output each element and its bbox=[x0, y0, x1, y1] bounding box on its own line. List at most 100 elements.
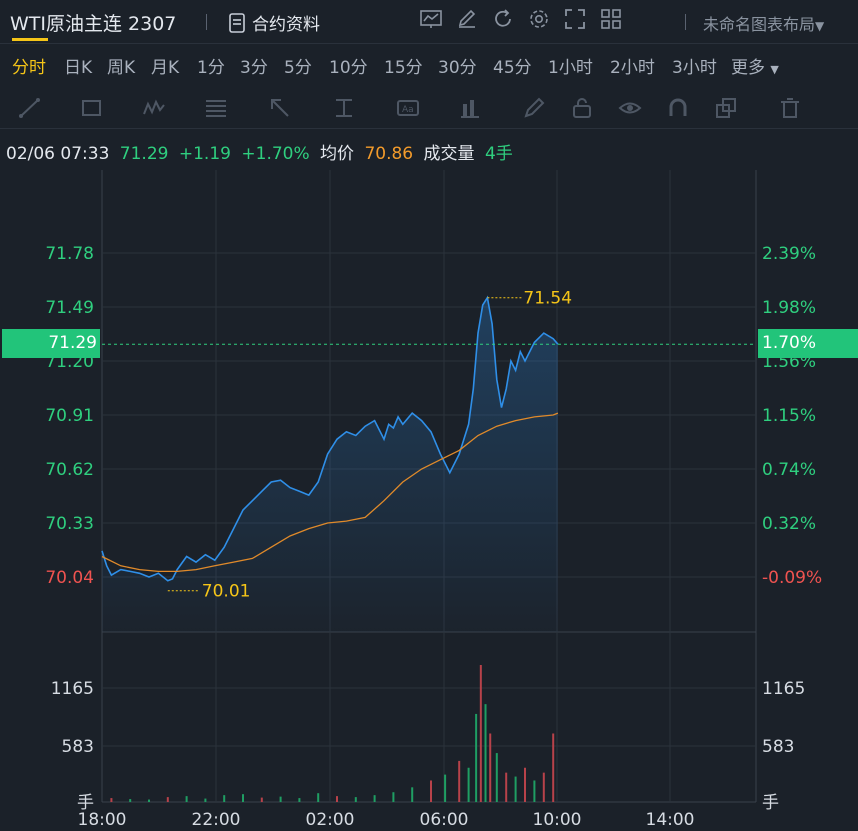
volume-bar bbox=[514, 776, 517, 802]
arrow-tool-icon[interactable] bbox=[268, 96, 292, 120]
volume-bar bbox=[392, 792, 395, 802]
tab-period-10[interactable]: 45分 bbox=[493, 58, 532, 78]
y-tick-left: 70.62 bbox=[45, 460, 94, 480]
layers-icon[interactable] bbox=[714, 96, 738, 120]
active-tab-indicator bbox=[12, 38, 48, 41]
layout-label: 未命名图表布局 bbox=[703, 15, 816, 34]
measure-tool-icon[interactable] bbox=[332, 96, 356, 120]
volume-bar bbox=[166, 797, 169, 802]
current-pct-tag: 1.70% bbox=[758, 329, 858, 358]
contract-info-button[interactable]: 合约资料 bbox=[228, 10, 320, 35]
layout-select[interactable]: 未命名图表布局▼ bbox=[703, 11, 824, 35]
current-price-tag: 71.29 bbox=[2, 329, 100, 358]
trash-icon[interactable] bbox=[778, 96, 802, 120]
rectangle-tool-icon[interactable] bbox=[80, 96, 104, 120]
volume-label: 成交量 bbox=[423, 144, 475, 164]
y-tick-right: -0.09% bbox=[762, 568, 822, 588]
tab-period-1[interactable]: 日K bbox=[64, 58, 93, 78]
divider bbox=[206, 14, 207, 30]
y-tick-left: 71.78 bbox=[45, 244, 94, 264]
settings-icon[interactable] bbox=[528, 8, 550, 30]
volume-bar bbox=[242, 794, 244, 802]
y-tick-right: 0.32% bbox=[762, 514, 816, 534]
draw-icon[interactable] bbox=[456, 8, 478, 30]
tab-period-9[interactable]: 30分 bbox=[438, 58, 477, 78]
contract-info-label: 合约资料 bbox=[252, 15, 320, 35]
tab-period-4[interactable]: 1分 bbox=[197, 58, 225, 78]
volume-bar bbox=[373, 795, 376, 802]
pen-icon[interactable] bbox=[522, 96, 546, 120]
x-tick-label: 06:00 bbox=[420, 810, 469, 830]
volume-bar bbox=[411, 787, 414, 802]
volume-bar bbox=[204, 798, 207, 802]
volume-value: 4手 bbox=[484, 144, 513, 164]
fullscreen-icon[interactable] bbox=[564, 8, 586, 30]
lock-icon[interactable] bbox=[570, 96, 594, 120]
tab-period-3[interactable]: 月K bbox=[151, 58, 180, 78]
instrument-title[interactable]: WTI原油主连 2307 bbox=[10, 13, 177, 35]
y-tick-right: 0.74% bbox=[762, 460, 816, 480]
volume-bar bbox=[475, 713, 478, 802]
bars-tool-icon[interactable] bbox=[458, 96, 482, 120]
volume-bar bbox=[467, 767, 470, 802]
y-tick-right: 2.39% bbox=[762, 244, 816, 264]
tab-period-0[interactable]: 分时 bbox=[12, 58, 46, 78]
avg-price-line bbox=[101, 412, 559, 573]
volume-bar bbox=[354, 797, 357, 802]
volume-bar bbox=[524, 767, 526, 802]
x-tick-label: 18:00 bbox=[78, 810, 127, 830]
caret-down-icon: ▼ bbox=[770, 63, 779, 76]
svg-text:Aa: Aa bbox=[402, 105, 414, 115]
volume-tick-left: 583 bbox=[62, 737, 94, 757]
period-tabs: 分时 日K 周K 月K 1分 3分 5分 10分 15分 30分 45分 1小时 2小时 3小时 更多 ▼ bbox=[0, 46, 858, 84]
volume-tick-right: 583 bbox=[762, 737, 794, 757]
volume-bar bbox=[279, 796, 282, 802]
tab-period-7[interactable]: 10分 bbox=[329, 58, 368, 78]
volume-bar bbox=[148, 799, 150, 802]
tab-period-2[interactable]: 周K bbox=[107, 58, 136, 78]
volume-bar bbox=[129, 799, 132, 802]
volume-bar bbox=[110, 798, 113, 802]
min-price-label: 70.01 bbox=[202, 582, 251, 602]
tab-period-13[interactable]: 3小时 bbox=[672, 58, 717, 78]
y-tick-right: 1.15% bbox=[762, 406, 816, 426]
tab-period-14[interactable]: 更多 ▼ bbox=[731, 53, 779, 78]
price-area-fill bbox=[102, 297, 558, 632]
volume-tick-right: 1165 bbox=[762, 679, 805, 699]
magnet-icon[interactable] bbox=[666, 96, 690, 120]
fibonacci-tool-icon[interactable] bbox=[204, 96, 228, 120]
y-tick-left: 71.49 bbox=[45, 298, 94, 318]
tab-period-12[interactable]: 2小时 bbox=[610, 58, 655, 78]
volume-bar bbox=[444, 774, 447, 802]
volume-bar bbox=[479, 665, 482, 802]
tab-period-8[interactable]: 15分 bbox=[384, 58, 423, 78]
document-icon bbox=[229, 12, 245, 33]
x-tick-label: 22:00 bbox=[192, 810, 241, 830]
text-tool-icon[interactable]: Aa bbox=[396, 96, 420, 120]
refresh-icon[interactable] bbox=[492, 8, 514, 30]
line-tool-icon[interactable] bbox=[18, 96, 42, 120]
volume-bar bbox=[505, 772, 508, 802]
eye-icon[interactable] bbox=[618, 96, 642, 120]
drawing-toolbar: Aa bbox=[0, 88, 858, 129]
volume-bar bbox=[298, 798, 301, 802]
tab-period-6[interactable]: 5分 bbox=[284, 58, 312, 78]
header-bar: WTI原油主连 2307 合约资料 未命名图表布局▼ bbox=[0, 0, 858, 44]
pattern-tool-icon[interactable] bbox=[142, 96, 166, 120]
volume-bar bbox=[533, 780, 536, 802]
y-tick-left: 70.91 bbox=[45, 406, 94, 426]
volume-bar bbox=[489, 733, 492, 802]
tab-period-5[interactable]: 3分 bbox=[240, 58, 268, 78]
avg-price-value: 70.86 bbox=[364, 144, 414, 164]
avg-price-label: 均价 bbox=[320, 144, 355, 164]
max-price-label: 71.54 bbox=[523, 289, 572, 309]
quote-price: 71.29 bbox=[119, 144, 169, 164]
x-tick-label: 02:00 bbox=[306, 810, 355, 830]
volume-bar bbox=[458, 760, 461, 802]
tab-period-11[interactable]: 1小时 bbox=[548, 58, 593, 78]
indicator-icon[interactable] bbox=[420, 8, 442, 30]
x-tick-label: 14:00 bbox=[646, 810, 695, 830]
volume-unit-right: 手 bbox=[762, 793, 779, 813]
grid-layout-icon[interactable] bbox=[600, 8, 622, 30]
